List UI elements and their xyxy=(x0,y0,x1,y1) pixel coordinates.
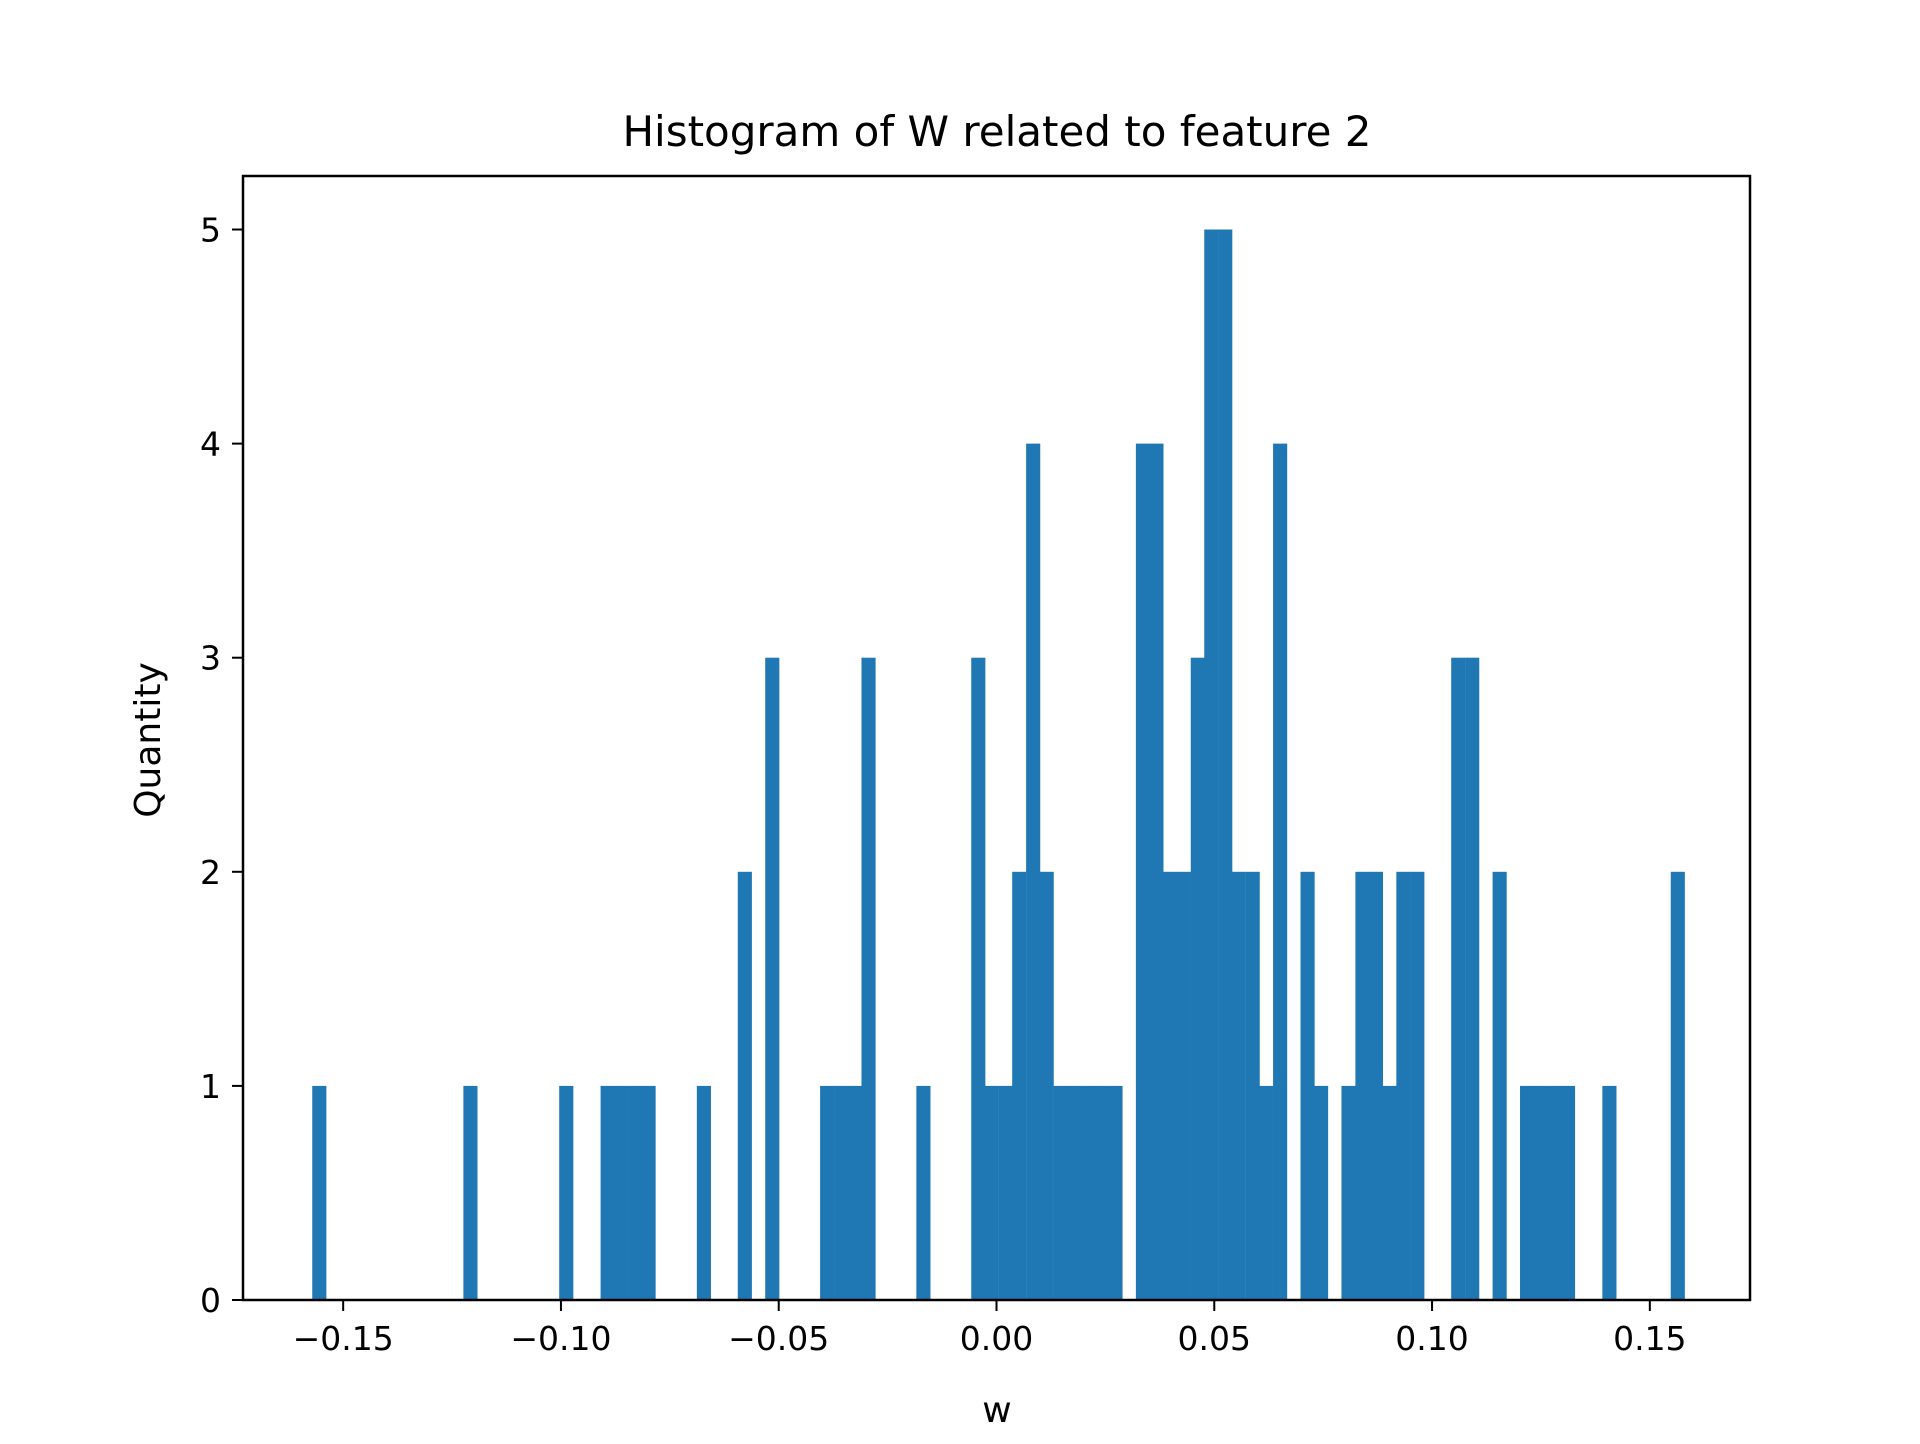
chart-title: Histogram of W related to feature 2 xyxy=(622,107,1371,156)
histogram-bar xyxy=(998,1085,1013,1300)
y-tick-label: 0 xyxy=(200,1281,221,1320)
histogram-bar xyxy=(984,1085,999,1300)
histogram-bar xyxy=(1355,871,1370,1300)
histogram-bar xyxy=(1465,657,1480,1300)
histogram-bar xyxy=(696,1085,711,1300)
histogram-bar xyxy=(765,657,780,1300)
histogram-bar xyxy=(1163,871,1178,1300)
histogram-bar xyxy=(1341,1085,1356,1300)
histogram-bar xyxy=(1190,657,1205,1300)
y-axis-label: Quantity xyxy=(128,662,169,818)
histogram-bar xyxy=(1560,1085,1576,1300)
histogram-bar xyxy=(1245,871,1260,1300)
histogram-bar xyxy=(1314,1085,1329,1300)
histogram-bar xyxy=(834,1085,849,1300)
histogram-bar xyxy=(737,871,752,1300)
histogram-bar xyxy=(1081,1085,1096,1300)
histogram-bar xyxy=(1176,871,1191,1300)
y-tick-label: 1 xyxy=(200,1067,221,1106)
histogram-bar xyxy=(1094,1085,1109,1300)
histogram-bar xyxy=(1533,1085,1548,1300)
histogram-bar xyxy=(1108,1085,1123,1300)
x-tick-label: −0.15 xyxy=(293,1319,394,1358)
y-tick-label: 5 xyxy=(200,211,221,250)
histogram-bar xyxy=(1368,871,1384,1300)
histogram-bar xyxy=(861,657,876,1300)
histogram-bar xyxy=(1259,1085,1274,1300)
histogram-bar xyxy=(820,1085,835,1300)
histogram-bar xyxy=(1204,229,1219,1300)
histogram-bar xyxy=(1396,871,1411,1300)
histogram-bar xyxy=(600,1085,615,1300)
plot-frame xyxy=(241,174,1752,1302)
x-tick-label: −0.05 xyxy=(728,1319,829,1358)
histogram-bar xyxy=(641,1085,656,1300)
y-tick-label: 3 xyxy=(200,639,221,678)
histogram-bar xyxy=(1300,871,1315,1300)
histogram-bar xyxy=(1149,443,1164,1300)
histogram-bar xyxy=(1012,871,1027,1300)
histogram-bar xyxy=(1273,443,1288,1300)
y-tick-label: 2 xyxy=(200,853,221,892)
histogram-bar xyxy=(559,1085,574,1300)
histogram-bar xyxy=(1547,1085,1562,1300)
histogram-bar xyxy=(1135,443,1150,1300)
histogram-bar xyxy=(971,657,986,1300)
histogram-bar xyxy=(312,1085,327,1300)
histogram-bar xyxy=(463,1085,478,1300)
histogram-bar xyxy=(1026,443,1041,1300)
bars-group xyxy=(312,229,1685,1300)
histogram-bar xyxy=(1231,871,1246,1300)
histogram-bar xyxy=(1492,871,1507,1300)
histogram-bar xyxy=(847,1085,862,1300)
y-axis-ticks: 0 1 2 3 4 5 xyxy=(200,211,243,1320)
histogram-bar xyxy=(1451,657,1466,1300)
histogram-bar xyxy=(628,1085,643,1300)
histogram-bar xyxy=(1382,1085,1397,1300)
histogram-bar xyxy=(1039,871,1054,1300)
x-tick-label: 0.15 xyxy=(1613,1319,1686,1358)
histogram-bar xyxy=(1410,871,1425,1300)
histogram-bar xyxy=(1218,229,1233,1300)
histogram-bar xyxy=(916,1085,931,1300)
x-tick-label: 0.00 xyxy=(960,1319,1033,1358)
y-tick-label: 4 xyxy=(200,425,221,464)
histogram-bar xyxy=(1067,1085,1082,1300)
x-axis-label: w xyxy=(982,1390,1011,1431)
histogram-bar xyxy=(1053,1085,1068,1300)
histogram-bar xyxy=(1602,1085,1617,1300)
x-tick-label: 0.10 xyxy=(1395,1319,1468,1358)
x-tick-label: −0.10 xyxy=(510,1319,611,1358)
histogram-bar xyxy=(614,1085,629,1300)
x-axis-ticks: −0.15 −0.10 −0.05 0.00 0.05 0.10 0.15 xyxy=(293,1300,1687,1358)
histogram-bar xyxy=(1670,871,1685,1300)
histogram-bar xyxy=(1520,1085,1535,1300)
x-tick-label: 0.05 xyxy=(1178,1319,1251,1358)
